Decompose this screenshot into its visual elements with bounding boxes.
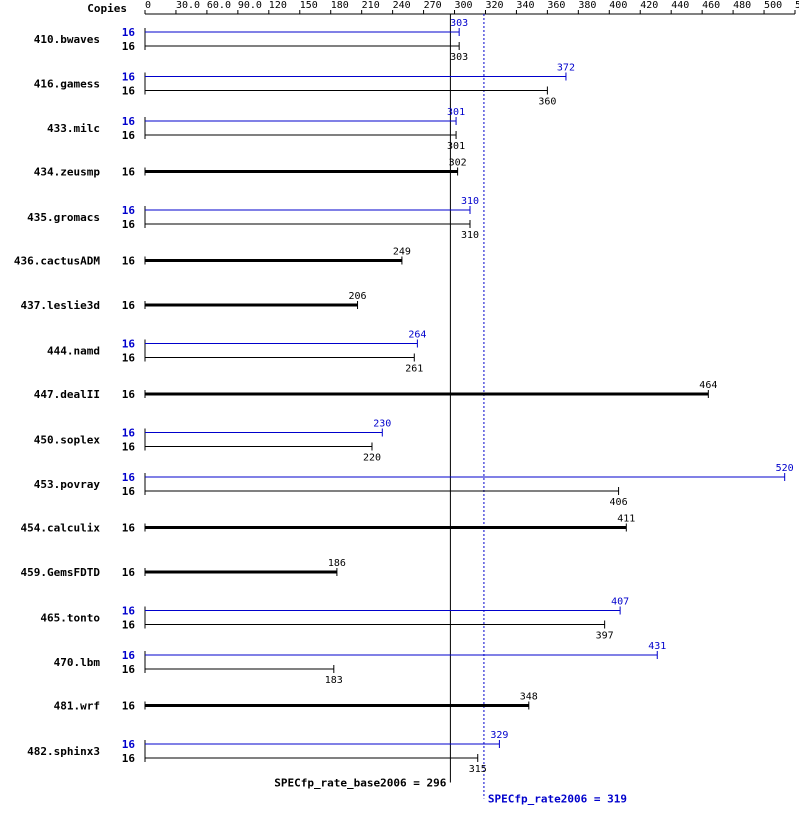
base-value: 220: [363, 453, 381, 464]
copies-base: 16: [122, 663, 136, 676]
base-value: 206: [349, 291, 367, 302]
benchmark-name: 450.soplex: [34, 434, 101, 447]
summary-base: SPECfp_rate_base2006 = 296: [274, 777, 447, 790]
xtick-label: 210: [362, 0, 380, 11]
copies-peak: 16: [122, 338, 136, 351]
base-value: 411: [617, 514, 635, 525]
base-value: 315: [469, 764, 487, 775]
benchmark-name: 459.GemsFDTD: [21, 566, 101, 579]
copies-base: 16: [122, 700, 136, 713]
xtick-label: 440: [671, 0, 689, 11]
xtick-label: 270: [424, 0, 442, 11]
benchmark-name: 416.gamess: [34, 78, 100, 91]
xtick-label: 460: [702, 0, 720, 11]
benchmark-name: 437.leslie3d: [21, 299, 100, 312]
xtick-label: 150: [300, 0, 318, 11]
summary-peak: SPECfp_rate2006 = 319: [488, 793, 627, 806]
peak-value: 372: [557, 63, 575, 74]
xtick-label: 0: [145, 0, 151, 11]
copies-base: 16: [122, 129, 136, 142]
copies-header: Copies: [87, 2, 127, 15]
copies-base: 16: [122, 255, 136, 268]
benchmark-name: 434.zeusmp: [34, 166, 101, 179]
base-value: 303: [450, 52, 468, 63]
base-value: 310: [461, 230, 479, 241]
xtick-label: 340: [516, 0, 534, 11]
xtick-label: 360: [547, 0, 565, 11]
copies-peak: 16: [122, 71, 136, 84]
xtick-label: 420: [640, 0, 658, 11]
copies-base: 16: [122, 40, 136, 53]
peak-value: 431: [648, 641, 666, 652]
benchmark-name: 444.namd: [47, 345, 100, 358]
copies-base: 16: [122, 299, 136, 312]
benchmark-name: 435.gromacs: [27, 211, 100, 224]
copies-peak: 16: [122, 471, 136, 484]
copies-peak: 16: [122, 26, 136, 39]
base-value: 397: [596, 631, 614, 642]
benchmark-name: 454.calculix: [21, 522, 101, 535]
base-value: 261: [405, 364, 423, 375]
xtick-label: 120: [269, 0, 287, 11]
xtick-label: 180: [331, 0, 349, 11]
copies-peak: 16: [122, 427, 136, 440]
copies-base: 16: [122, 85, 136, 98]
base-value: 464: [699, 380, 717, 391]
base-value: 406: [610, 497, 628, 508]
xtick-label: 90.0: [238, 0, 262, 11]
copies-base: 16: [122, 566, 136, 579]
benchmark-name: 436.cactusADM: [14, 255, 100, 268]
base-value: 302: [449, 158, 467, 169]
benchmark-name: 433.milc: [47, 122, 100, 135]
benchmark-name: 481.wrf: [54, 700, 100, 713]
copies-base: 16: [122, 752, 136, 765]
base-value: 183: [325, 675, 343, 686]
xtick-label: 500: [764, 0, 782, 11]
copies-base: 16: [122, 619, 136, 632]
xtick-label: 60.0: [207, 0, 231, 11]
base-value: 360: [538, 97, 556, 108]
copies-peak: 16: [122, 738, 136, 751]
xtick-label: 400: [609, 0, 627, 11]
copies-base: 16: [122, 352, 136, 365]
copies-base: 16: [122, 522, 136, 535]
xtick-label: 320: [485, 0, 503, 11]
chart-svg: 0 30.0 60.0 90.0 120 150 180 210 240 270 300 320 340…: [0, 0, 799, 831]
peak-value: 301: [447, 107, 465, 118]
benchmark-name: 470.lbm: [54, 656, 101, 669]
base-value: 249: [393, 247, 411, 258]
xtick-label: 30.0: [176, 0, 200, 11]
peak-value: 329: [490, 730, 508, 741]
peak-value: 264: [408, 330, 426, 341]
peak-value: 407: [611, 597, 629, 608]
xtick-label: 300: [455, 0, 473, 11]
copies-base: 16: [122, 441, 136, 454]
copies-peak: 16: [122, 649, 136, 662]
xtick-label: 530: [795, 0, 799, 11]
xtick-label: 240: [393, 0, 411, 11]
peak-value: 520: [776, 463, 794, 474]
benchmark-name: 482.sphinx3: [27, 745, 100, 758]
xtick-label: 380: [578, 0, 596, 11]
base-value: 186: [328, 558, 346, 569]
copies-base: 16: [122, 388, 136, 401]
base-value: 348: [520, 692, 538, 703]
peak-value: 303: [450, 18, 468, 29]
benchmark-name: 465.tonto: [40, 612, 100, 625]
copies-peak: 16: [122, 115, 136, 128]
copies-peak: 16: [122, 204, 136, 217]
peak-value: 310: [461, 196, 479, 207]
peak-value: 230: [373, 419, 391, 430]
benchmark-name: 453.povray: [34, 478, 101, 491]
copies-base: 16: [122, 166, 136, 179]
base-value: 301: [447, 141, 465, 152]
xtick-label: 480: [733, 0, 751, 11]
benchmark-name: 410.bwaves: [34, 33, 100, 46]
benchmark-name: 447.dealII: [34, 388, 100, 401]
copies-base: 16: [122, 218, 136, 231]
copies-peak: 16: [122, 605, 136, 618]
copies-base: 16: [122, 485, 136, 498]
spec-chart: 0 30.0 60.0 90.0 120 150 180 210 240 270 300 320 340…: [0, 0, 799, 831]
